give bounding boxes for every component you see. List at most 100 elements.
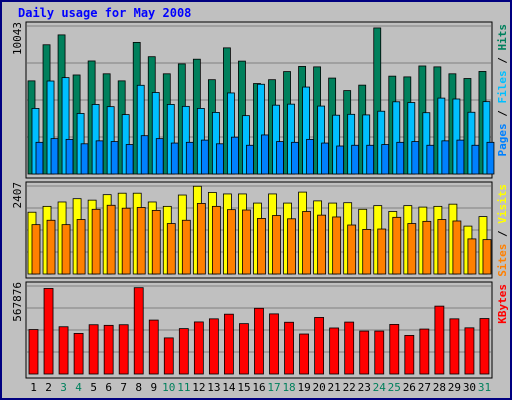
bar-files-15 (242, 115, 250, 175)
bar-hits-24 (373, 27, 382, 175)
bar-pages-28 (441, 140, 450, 175)
bar-files-31 (482, 101, 491, 175)
bar-files-5 (91, 104, 100, 175)
bar-sites-31 (482, 239, 492, 275)
bar-pages-15 (246, 144, 254, 175)
bar-sites-11 (181, 219, 191, 275)
legend-kbytes: KBytes (496, 284, 509, 324)
legend-sites: Sites (496, 244, 509, 277)
bar-files-21 (332, 114, 341, 175)
x-tick-label-26: 26 (403, 381, 416, 394)
bar-pages-31 (486, 141, 495, 175)
bar-pages-3 (65, 138, 74, 175)
x-tick-label-31: 31 (478, 381, 491, 394)
bar-pages-23 (366, 144, 375, 175)
bar-files-30 (467, 111, 476, 175)
legend-visits: Visits (496, 184, 509, 224)
bar-sites-15 (242, 209, 251, 275)
bar-sites-14 (227, 209, 236, 275)
bar-kbytes-19 (299, 333, 309, 375)
bar-sites-2 (46, 219, 56, 275)
x-tick-label-12: 12 (192, 381, 205, 394)
x-tick-label-24: 24 (373, 381, 387, 394)
bar-files-25 (392, 101, 401, 175)
bar-kbytes-20 (314, 317, 325, 375)
x-tick-label-5: 5 (90, 381, 97, 394)
bar-pages-24 (381, 144, 390, 175)
x-tick-label-17: 17 (267, 381, 280, 394)
bar-sites-12 (196, 203, 206, 275)
bar-sites-19 (302, 211, 311, 275)
bar-pages-8 (140, 135, 149, 175)
bar-kbytes-13 (208, 318, 219, 375)
x-tick-label-19: 19 (297, 381, 310, 394)
bar-pages-21 (336, 145, 345, 175)
x-tick-label-7: 7 (120, 381, 127, 394)
bar-files-18 (287, 103, 295, 175)
bar-pages-30 (471, 144, 480, 175)
x-tick-label-20: 20 (313, 381, 326, 394)
bar-kbytes-18 (284, 321, 294, 375)
x-tick-label-21: 21 (328, 381, 341, 394)
bar-pages-27 (426, 144, 435, 175)
bar-kbytes-8 (133, 287, 144, 375)
bar-kbytes-26 (404, 335, 415, 375)
bar-files-27 (422, 112, 431, 175)
bar-pages-6 (110, 141, 119, 175)
bar-kbytes-28 (434, 305, 445, 375)
bar-kbytes-9 (148, 319, 159, 375)
x-tick-label-22: 22 (343, 381, 356, 394)
bar-pages-4 (80, 143, 89, 175)
bar-files-6 (106, 106, 115, 175)
bar-sites-5 (91, 208, 101, 275)
bar-kbytes-24 (374, 330, 385, 375)
bar-kbytes-3 (58, 326, 69, 375)
bar-kbytes-2 (43, 288, 54, 375)
bar-files-24 (377, 110, 386, 175)
legend-kbytes: KBytes (496, 284, 509, 324)
bar-sites-23 (362, 228, 372, 275)
bar-sites-13 (211, 205, 221, 275)
bar-kbytes-6 (103, 324, 114, 375)
bar-kbytes-14 (224, 313, 234, 375)
bar-sites-28 (437, 219, 447, 275)
bar-sites-10 (166, 223, 176, 275)
bar-sites-29 (452, 220, 462, 275)
x-tick-label-18: 18 (282, 381, 295, 394)
legend-hits_files_pages: Pages / Files / Hits (496, 24, 509, 157)
x-tick-label-2: 2 (45, 381, 52, 394)
x-tick-label-27: 27 (418, 381, 431, 394)
bar-kbytes-29 (449, 318, 460, 375)
bar-files-17 (272, 104, 280, 175)
x-tick-label-30: 30 (463, 381, 476, 394)
bar-kbytes-25 (389, 324, 400, 375)
bar-sites-24 (377, 228, 387, 275)
bar-pages-14 (231, 136, 239, 175)
bar-files-3 (61, 77, 70, 175)
bar-pages-29 (456, 139, 465, 175)
bar-kbytes-22 (344, 321, 355, 375)
bar-kbytes-30 (464, 327, 475, 375)
x-tick-label-28: 28 (433, 381, 446, 394)
chart-title: Daily usage for May 2008 (18, 6, 191, 20)
bar-files-14 (227, 92, 235, 175)
bar-kbytes-16 (254, 307, 264, 375)
y-max-label: 567876 (11, 282, 24, 322)
bar-pages-25 (396, 141, 405, 175)
daily-usage-chart: Daily usage for May 2008 10043 Pages / Fi… (11, 6, 509, 394)
bar-files-9 (151, 92, 160, 175)
legend-pages: Pages (496, 123, 509, 156)
bar-pages-26 (411, 141, 420, 175)
x-tick-label-10: 10 (162, 381, 175, 394)
bar-kbytes-21 (329, 327, 340, 375)
bar-files-23 (362, 114, 371, 175)
bar-files-2 (46, 80, 55, 175)
legend-sites_visits: Sites / Visits (496, 184, 509, 277)
bar-sites-30 (467, 238, 477, 275)
bar-files-29 (452, 98, 461, 175)
bar-sites-3 (61, 224, 71, 275)
x-tick-label-11: 11 (177, 381, 190, 394)
bar-kbytes-23 (359, 330, 370, 375)
bar-kbytes-7 (118, 324, 129, 375)
y-max-label: 2407 (11, 182, 24, 209)
